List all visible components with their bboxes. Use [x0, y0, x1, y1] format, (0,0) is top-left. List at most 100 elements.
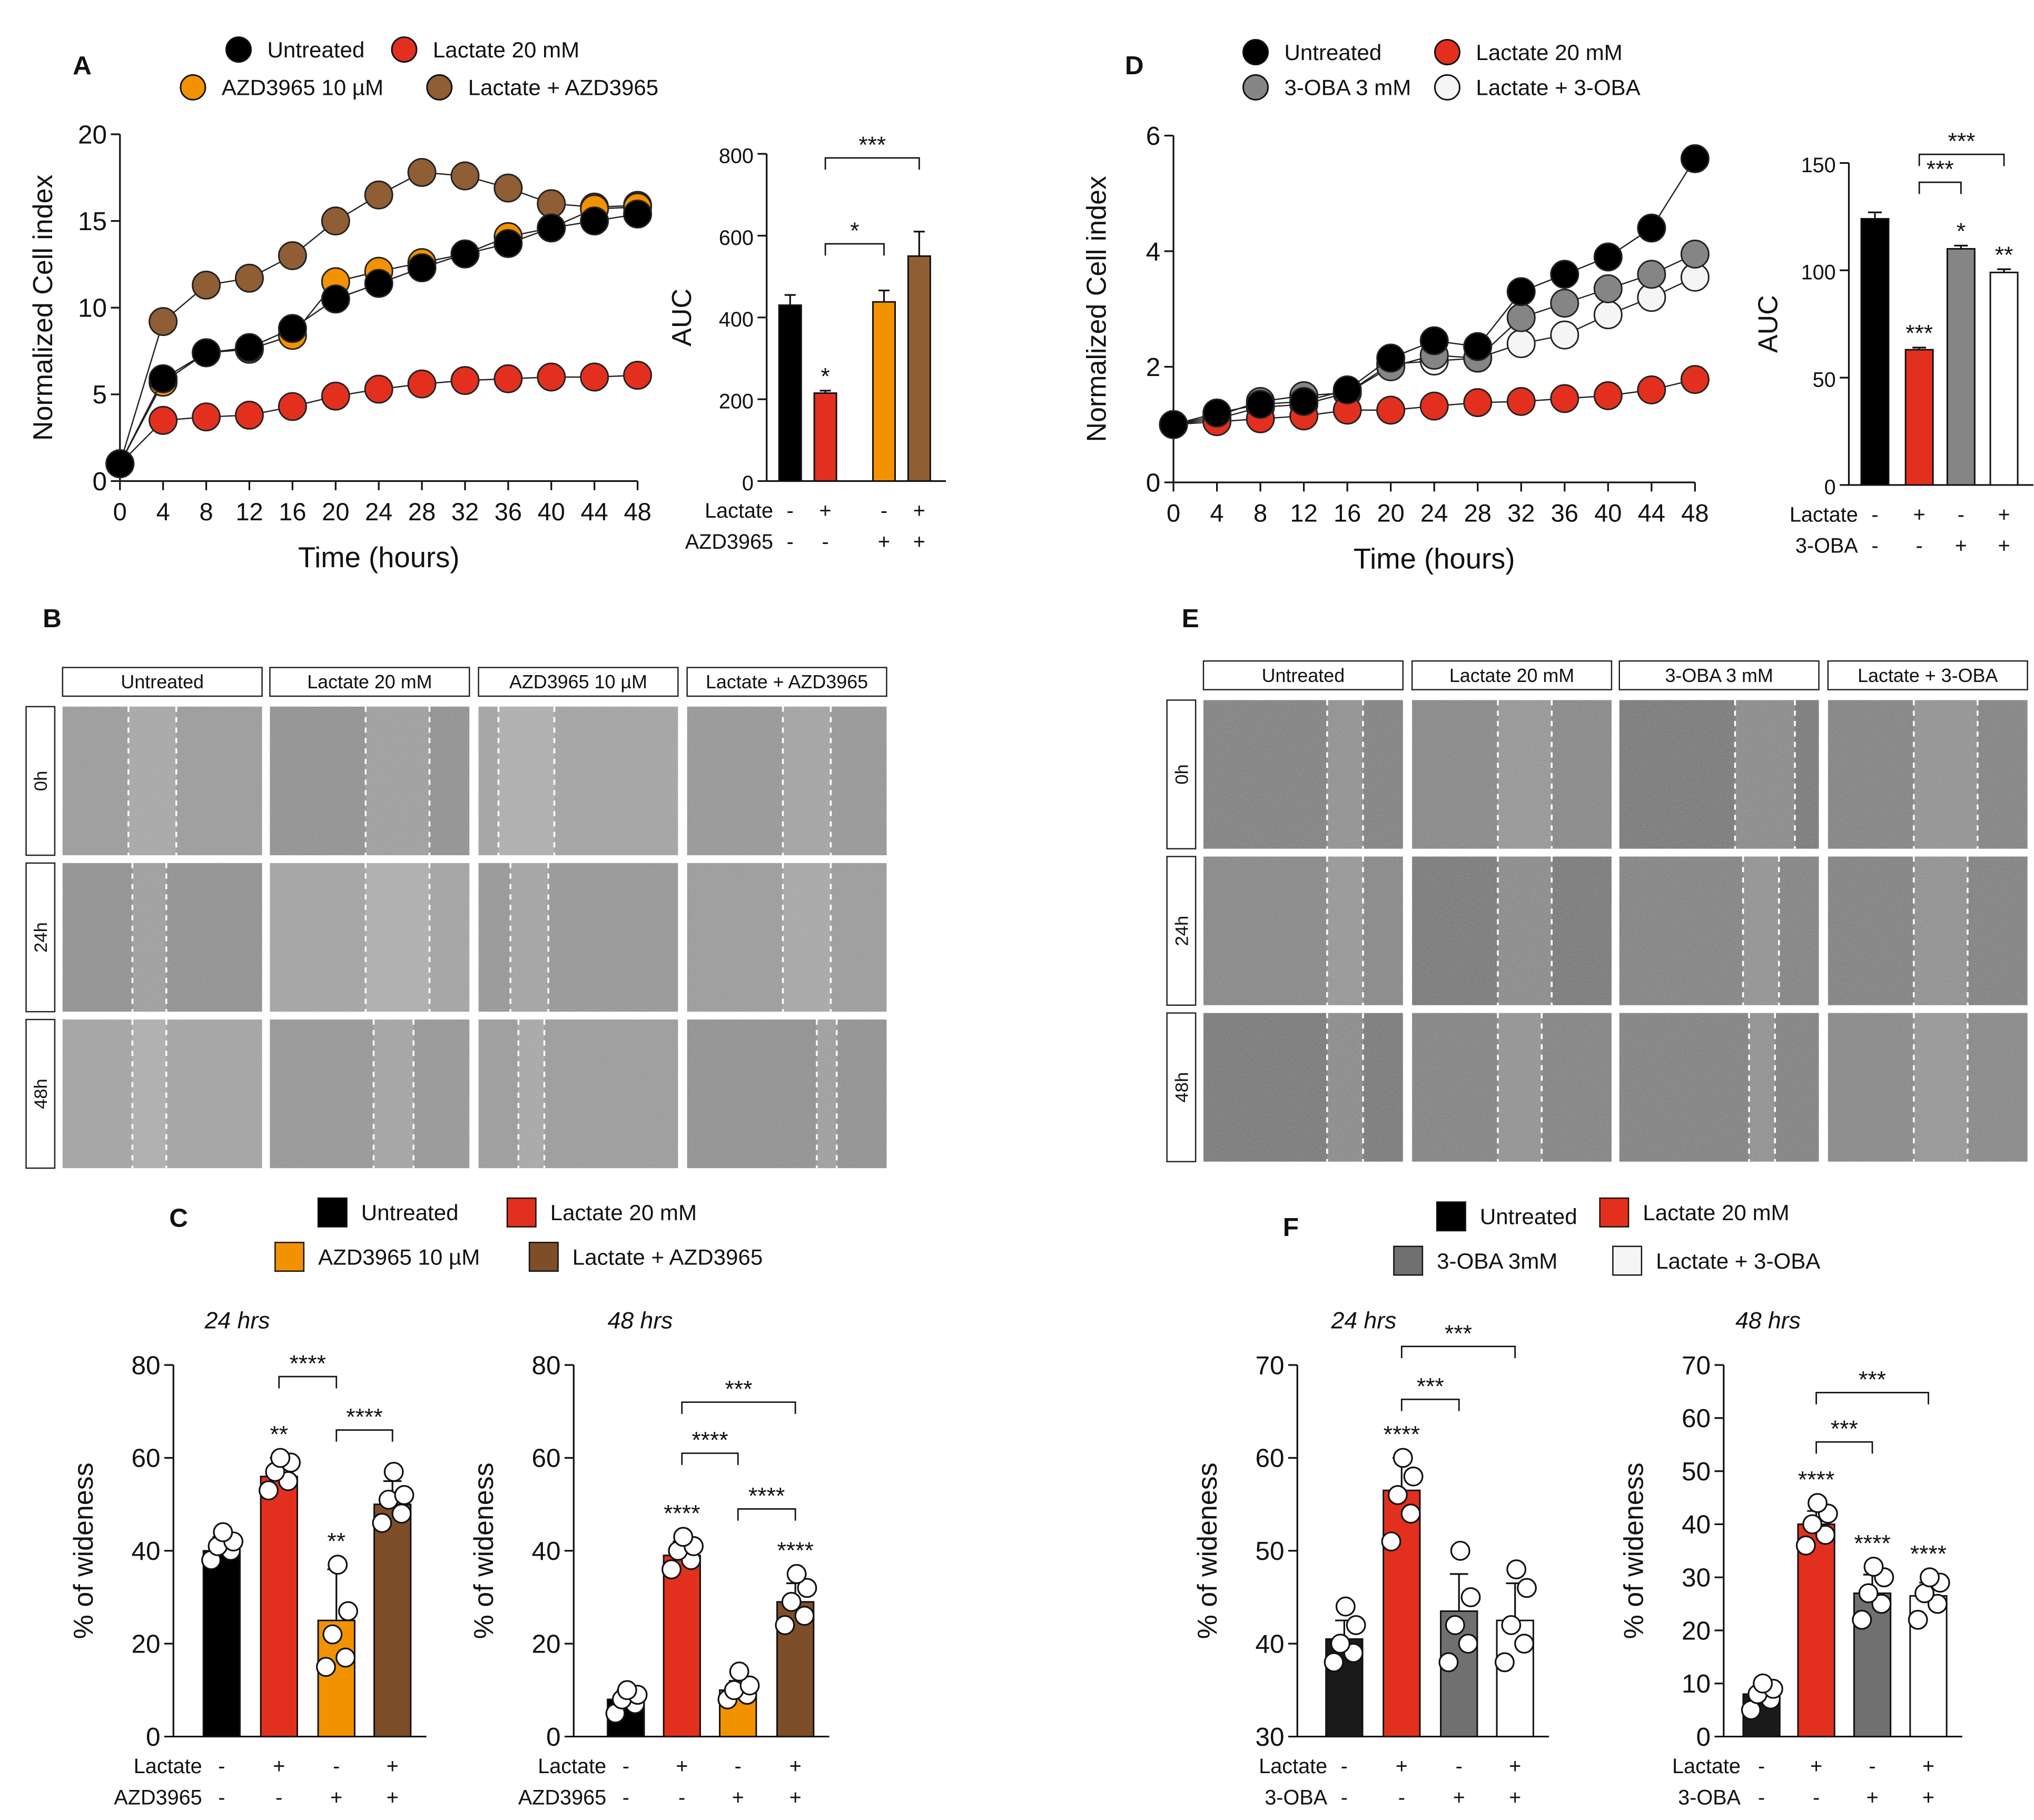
- condition-sign: +: [387, 1786, 399, 1809]
- data-point: [1463, 388, 1493, 418]
- replicate-point: [394, 1485, 414, 1505]
- condition-sign: -: [623, 1786, 629, 1809]
- data-point: [1680, 239, 1710, 269]
- bracket-label: ***: [1859, 1367, 1886, 1393]
- bar: [260, 1476, 298, 1738]
- condition-label: Lactate: [134, 1755, 202, 1778]
- wound-gap: [783, 706, 831, 856]
- y-tick-label: 150: [1801, 154, 1836, 177]
- significance-bracket: [1815, 1441, 1873, 1454]
- legend-swatch: [274, 1242, 305, 1272]
- y-tick-label: 50: [1682, 1457, 1711, 1486]
- micrograph-texture: [1412, 700, 1612, 849]
- data-point: [192, 402, 221, 432]
- condition-sign: +: [789, 1755, 802, 1778]
- replicate-point: [1494, 1652, 1515, 1673]
- wound-gap: [1735, 700, 1795, 849]
- data-point: [1506, 303, 1536, 332]
- replicate-point: [1920, 1567, 1940, 1588]
- significance-bracket: [681, 1452, 739, 1465]
- legend-label: 3-OBA 3mM: [1437, 1249, 1557, 1273]
- replicate-point: [781, 1591, 802, 1612]
- data-point: [1593, 300, 1623, 330]
- column-header-label: Lactate 20 mM: [1449, 665, 1574, 686]
- replicate-point: [1858, 1583, 1879, 1604]
- replicate-point: [1501, 1615, 1522, 1635]
- x-tick-label: 20: [322, 498, 349, 526]
- wound-gap: [1327, 1013, 1364, 1162]
- significance-label: ****: [1854, 1530, 1890, 1556]
- condition-sign: +: [1509, 1755, 1521, 1778]
- y-tick-label: 0: [146, 1723, 161, 1752]
- replicate-point: [1802, 1514, 1823, 1535]
- y-axis-label: % of wideness: [469, 1462, 499, 1639]
- replicate-point: [1460, 1587, 1481, 1607]
- x-tick-label: 44: [1638, 499, 1665, 527]
- legend-swatch: [506, 1197, 537, 1228]
- bar: [373, 1504, 412, 1738]
- condition-sign: -: [333, 1755, 340, 1778]
- micrograph-texture: [270, 706, 470, 856]
- micrograph-texture: [687, 863, 887, 1012]
- data-point: [1506, 387, 1536, 416]
- column-header: [1202, 660, 1404, 690]
- condition-sign: -: [1341, 1786, 1348, 1809]
- micrograph-texture: [1619, 856, 1819, 1005]
- y-tick-label: 15: [78, 207, 107, 236]
- condition-sign: -: [1958, 503, 1964, 526]
- data-point: [1463, 332, 1493, 361]
- legend-swatch: [1599, 1197, 1630, 1228]
- significance-label: **: [270, 1422, 288, 1448]
- x-tick-label: 0: [1167, 499, 1180, 527]
- significance-bracket: [1918, 153, 2005, 166]
- row-label-box: [1166, 1012, 1197, 1163]
- condition-sign: +: [330, 1786, 342, 1809]
- data-point: [1637, 375, 1666, 404]
- y-axis-label: Normalized Cell index: [1081, 176, 1112, 442]
- bracket-label: ****: [346, 1404, 382, 1430]
- data-point: [1550, 384, 1579, 413]
- replicate-point: [786, 1564, 807, 1584]
- data-point: [234, 263, 264, 293]
- replicate-point: [1438, 1652, 1459, 1673]
- condition-sign: +: [1810, 1755, 1822, 1778]
- significance-label: ****: [1910, 1541, 1947, 1567]
- data-point: [1593, 242, 1623, 272]
- condition-label: Lactate: [705, 499, 773, 522]
- condition-sign: -: [1758, 1786, 1765, 1809]
- data-point: [149, 405, 178, 435]
- row-label: 24h: [31, 922, 51, 953]
- micrograph-texture: [270, 1019, 470, 1169]
- data-point: [364, 269, 393, 298]
- bar: [907, 255, 931, 482]
- condition-label: AZD3965: [518, 1786, 606, 1809]
- condition-label: 3-OBA: [1265, 1786, 1327, 1809]
- replicate-point: [1506, 1559, 1527, 1579]
- y-tick-label: 5: [92, 380, 107, 409]
- y-tick-label: 60: [1682, 1404, 1711, 1433]
- data-point: [234, 333, 264, 362]
- replicate-point: [315, 1657, 336, 1677]
- bar: [872, 301, 896, 482]
- legend-marker: [1434, 39, 1460, 66]
- column-header: [1411, 660, 1613, 690]
- bracket-label: ****: [290, 1351, 326, 1377]
- replicate-point: [1927, 1594, 1948, 1614]
- legend-label: Lactate 20 mM: [1643, 1200, 1789, 1225]
- replicate-point: [1458, 1634, 1478, 1654]
- x-tick-label: 16: [279, 498, 306, 526]
- data-point: [321, 381, 350, 411]
- wound-gap: [1497, 700, 1552, 849]
- condition-sign: +: [878, 530, 890, 553]
- chart-title: 48 hrs: [1735, 1308, 1801, 1334]
- y-tick-label: 20: [131, 1629, 160, 1658]
- condition-label: Lactate: [1259, 1755, 1327, 1778]
- y-tick-label: 0: [1696, 1723, 1711, 1752]
- row-label-box: [25, 862, 56, 1013]
- bracket-label: ***: [1831, 1416, 1858, 1442]
- y-tick-label: 600: [719, 226, 754, 250]
- data-point: [1593, 381, 1623, 410]
- replicate-point: [1330, 1634, 1350, 1654]
- legend-marker: [1242, 74, 1269, 101]
